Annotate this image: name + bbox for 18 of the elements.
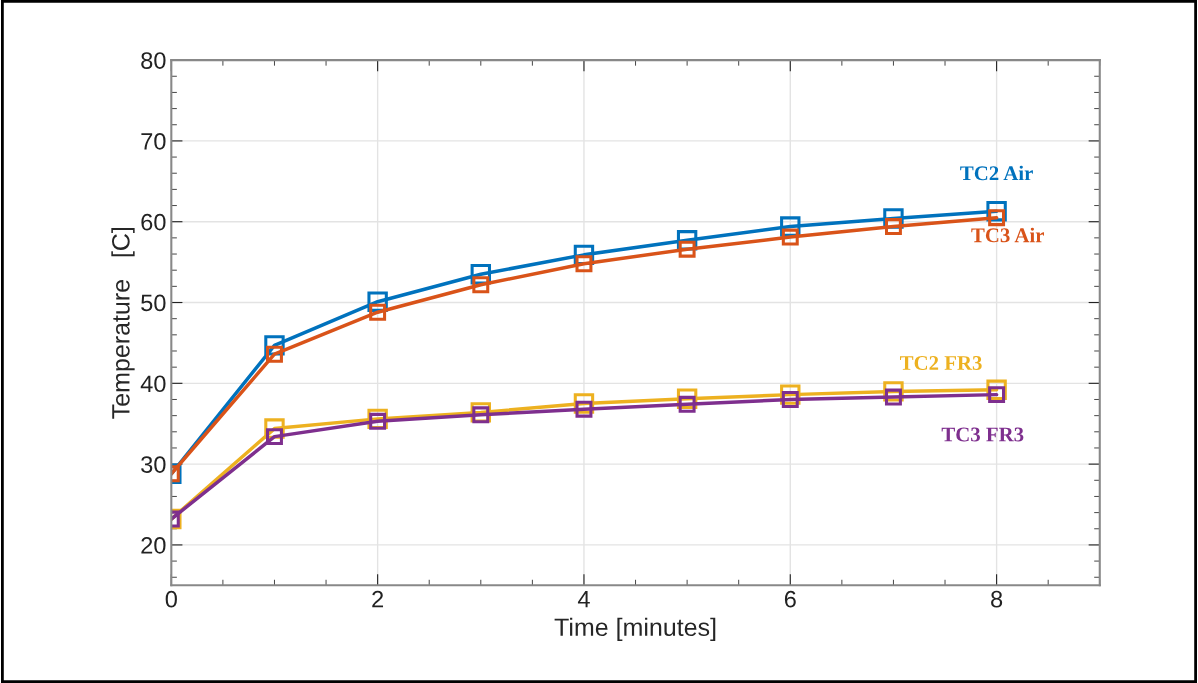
- x-tick-label: 6: [784, 590, 796, 608]
- series-label: TC2 Air: [960, 165, 1033, 181]
- y-tick-label: 50: [141, 294, 166, 312]
- x-axis-title: Time [minutes]: [554, 617, 716, 642]
- series-label: TC2 FR3: [900, 356, 982, 370]
- x-tick-label: 2: [372, 590, 384, 608]
- y-tick-label: 80: [141, 52, 166, 69]
- series-label: TC3 Air: [971, 227, 1045, 243]
- y-axis-title: Temperature [C]: [111, 227, 135, 419]
- x-tick-label: 0: [165, 590, 177, 608]
- y-tick-label: 60: [141, 213, 166, 231]
- y-tick-label: 20: [141, 537, 166, 554]
- y-tick-label: 30: [141, 456, 166, 473]
- y-tick-label: 70: [141, 132, 166, 150]
- x-tick-label: 4: [577, 591, 590, 608]
- y-tick-label: 40: [140, 375, 166, 393]
- series-label: TC3 FR3: [941, 427, 1024, 442]
- x-tick-label: 8: [991, 590, 1003, 608]
